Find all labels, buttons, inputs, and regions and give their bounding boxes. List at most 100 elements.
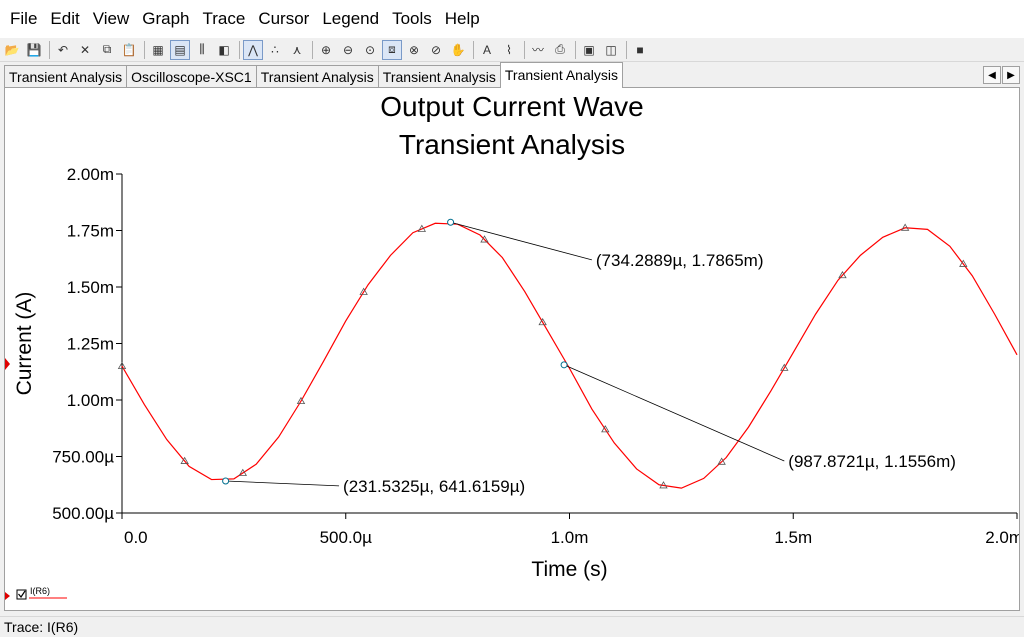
- x-tick-label: 500.0µ: [320, 528, 373, 547]
- zoom-reset-icon[interactable]: ⊙: [364, 42, 376, 57]
- series-marker: [900, 223, 910, 231]
- properties-icon[interactable]: ▣: [583, 42, 595, 57]
- tab-scroll: ◀ ▶: [982, 66, 1020, 84]
- tab-scroll-left-button[interactable]: ◀: [983, 66, 1001, 84]
- open-icon[interactable]: 📂: [4, 42, 20, 57]
- chart-subtitle: Transient Analysis: [399, 129, 625, 160]
- annotation-point[interactable]: [560, 361, 568, 369]
- copy-icon[interactable]: ⧉: [102, 42, 112, 56]
- zoom-out-icon[interactable]: ⊖: [342, 42, 354, 57]
- overlay-icon[interactable]: ◧: [218, 42, 230, 57]
- menu-cursor[interactable]: Cursor: [258, 9, 310, 28]
- menu-bar: File Edit View Graph Trace Cursor Legend Tools H…: [0, 0, 1024, 38]
- label-icon[interactable]: ⌇: [506, 42, 512, 57]
- annotation-leader-line: [225, 480, 340, 487]
- x-axis-label: Time (s): [531, 558, 607, 581]
- menu-trace[interactable]: Trace: [202, 9, 246, 28]
- tab-transient-analysis-3[interactable]: Transient Analysis: [377, 65, 501, 88]
- tab-oscilloscope-xsc1-1[interactable]: Oscilloscope-XSC1: [126, 65, 257, 88]
- series-marker: [538, 317, 547, 326]
- annotation-point[interactable]: [222, 477, 230, 485]
- y-tick-label: 2.00m: [67, 165, 114, 184]
- series-marker: [238, 468, 248, 476]
- legend-checkbox[interactable]: [16, 589, 27, 600]
- annotation-label: (231.5325µ, 641.6159µ): [343, 477, 525, 496]
- annotation-label: (987.8721µ, 1.1556m): [788, 452, 956, 471]
- cursors-icon[interactable]: ⫼: [199, 42, 205, 56]
- x-tick-label: 2.0m: [985, 528, 1019, 547]
- series-marker: [838, 270, 847, 279]
- annotation-leader-line: [563, 364, 785, 462]
- series-marker: [359, 287, 368, 295]
- undo-icon[interactable]: ↶: [57, 42, 69, 57]
- toolbar-separator: [312, 40, 313, 59]
- annotation-leader-line: [450, 221, 592, 261]
- export-icon[interactable]: 〰: [531, 43, 544, 57]
- annotation-point[interactable]: [447, 218, 455, 226]
- menu-edit[interactable]: Edit: [50, 9, 80, 28]
- chart-title: Output Current Wave: [380, 91, 644, 122]
- menu-file[interactable]: File: [10, 9, 38, 28]
- zoom-x-icon[interactable]: ⊗: [408, 42, 420, 57]
- menu-graph[interactable]: Graph: [142, 9, 190, 28]
- graph-plot-area[interactable]: Output Current Wave Transient Analysis 500…: [4, 87, 1020, 611]
- status-bar: Trace: I(R6): [0, 616, 1024, 636]
- text-icon[interactable]: A: [482, 42, 491, 57]
- paste-icon[interactable]: 📋: [121, 42, 137, 57]
- tab-transient-analysis-0[interactable]: Transient Analysis: [4, 65, 128, 88]
- zoom-in-icon[interactable]: ⊕: [320, 42, 332, 57]
- toolbar-separator: [473, 40, 474, 59]
- x-tick-label: 1.0m: [551, 528, 589, 547]
- toolbar: 📂 💾 ↶ ✕ ⧉ 📋 ▦ ▤ ⫼ ◧ ⋀ ∴ ⋏ ⊕ ⊖ ⊙ ⧈ ⊗ ⊘ ✋ A ⌇ 〰 ⎙ ▣ ◫ ■: [0, 38, 1024, 62]
- tab-transient-analysis-4[interactable]: Transient Analysis: [499, 62, 623, 88]
- toolbar-separator: [575, 40, 576, 59]
- tab-scroll-right-button[interactable]: ▶: [1002, 66, 1020, 84]
- y-tick-label: 1.25m: [67, 335, 114, 354]
- series-marker: [717, 457, 726, 465]
- dot-trace-icon[interactable]: ∴: [271, 42, 279, 57]
- pan-icon[interactable]: ✋: [450, 42, 466, 57]
- menu-help[interactable]: Help: [444, 9, 480, 28]
- tab-bar: Transient Analysis Oscilloscope-XSC1 Trans…: [0, 62, 1024, 88]
- y-tick-label: 1.75m: [67, 222, 114, 241]
- toolbar-separator: [239, 40, 240, 59]
- series-marker: [180, 456, 189, 464]
- annotation-label: (734.2889µ, 1.7865m): [596, 251, 764, 270]
- toolbar-separator: [626, 40, 627, 59]
- stop-icon[interactable]: ■: [636, 42, 644, 57]
- legend-label: I(R6): [30, 586, 50, 596]
- toolbar-separator: [144, 40, 145, 59]
- page-setup-icon[interactable]: ◫: [605, 42, 617, 57]
- legend-selected-marker-icon: [5, 592, 10, 600]
- toolbar-separator: [49, 40, 50, 59]
- y-tick-label: 1.50m: [67, 278, 114, 297]
- legend-check-icon: [18, 590, 26, 599]
- series-marker: [296, 396, 306, 405]
- x-tick-label: 1.5m: [774, 528, 812, 547]
- series-marker: [480, 235, 489, 243]
- cut-icon[interactable]: ✕: [79, 42, 91, 57]
- x-tick-label: 0.0: [124, 528, 148, 547]
- series-marker: [117, 361, 127, 370]
- tab-transient-analysis-2[interactable]: Transient Analysis: [255, 65, 379, 88]
- chart-svg[interactable]: Output Current Wave Transient Analysis 500…: [5, 88, 1019, 610]
- menu-view[interactable]: View: [92, 9, 130, 28]
- zoom-area-icon[interactable]: ⧈: [382, 39, 402, 60]
- grid-icon[interactable]: ▦: [152, 42, 164, 57]
- series-marker: [780, 363, 789, 371]
- series-marker: [417, 224, 427, 232]
- series-line-i-r6[interactable]: [121, 222, 1018, 489]
- save-icon[interactable]: 💾: [26, 42, 42, 57]
- menu-tools[interactable]: Tools: [392, 9, 432, 28]
- y-tick-label: 750.00µ: [52, 448, 114, 467]
- menu-legend[interactable]: Legend: [322, 9, 380, 28]
- toolbar-separator: [524, 40, 525, 59]
- zoom-y-icon[interactable]: ⊘: [430, 42, 442, 57]
- y-tick-label: 500.00µ: [52, 504, 114, 523]
- y-tick-label: 1.00m: [67, 391, 114, 410]
- series-marker: [659, 481, 668, 489]
- line-trace-icon[interactable]: ⋀: [243, 39, 263, 60]
- legend-icon[interactable]: ▤: [170, 39, 190, 60]
- print-icon[interactable]: ⎙: [555, 42, 565, 56]
- line-dot-trace-icon[interactable]: ⋏: [292, 42, 302, 57]
